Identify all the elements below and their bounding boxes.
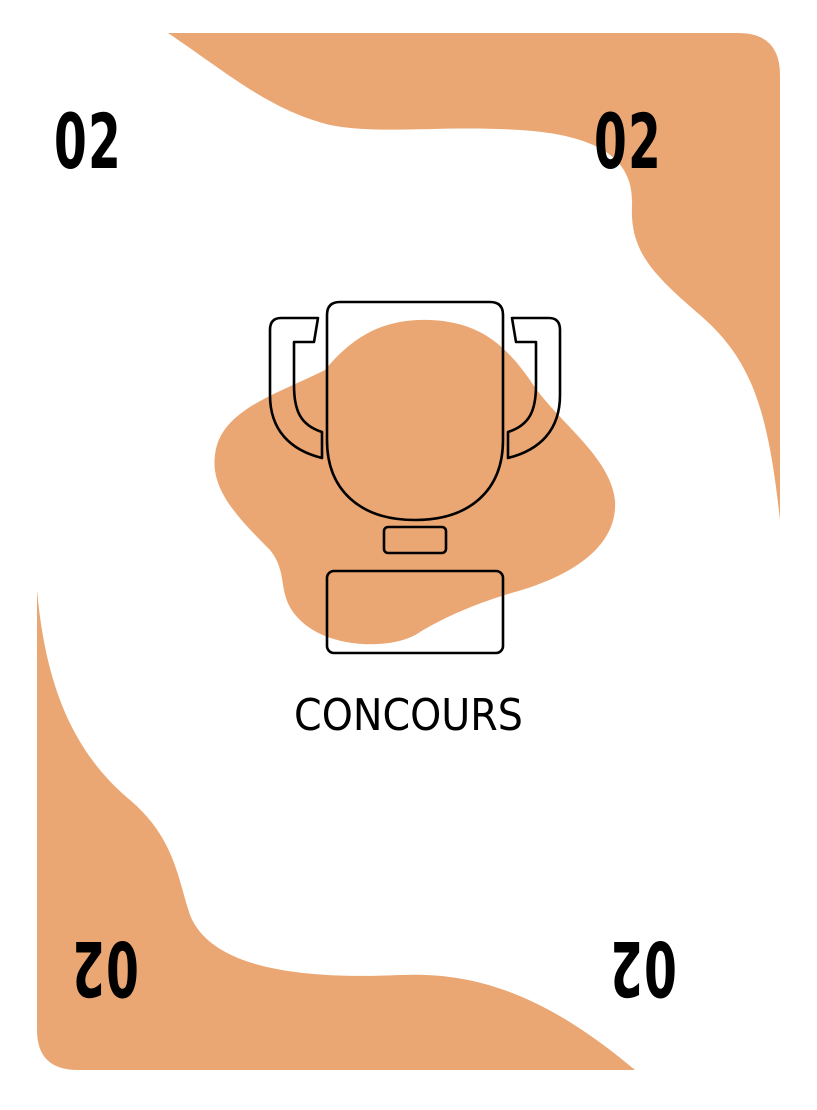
trophy-icon	[268, 300, 562, 655]
center-blob	[214, 319, 616, 645]
bottom-left-swoosh	[37, 590, 635, 1070]
card-number-top-left: 02	[54, 97, 123, 186]
card-label: CONCOURS	[294, 690, 523, 741]
card-number-bottom-right: 02	[608, 924, 677, 1013]
top-right-swoosh	[168, 33, 780, 520]
card-number-bottom-left: 02	[70, 924, 139, 1013]
card-number-top-right: 02	[594, 97, 663, 186]
